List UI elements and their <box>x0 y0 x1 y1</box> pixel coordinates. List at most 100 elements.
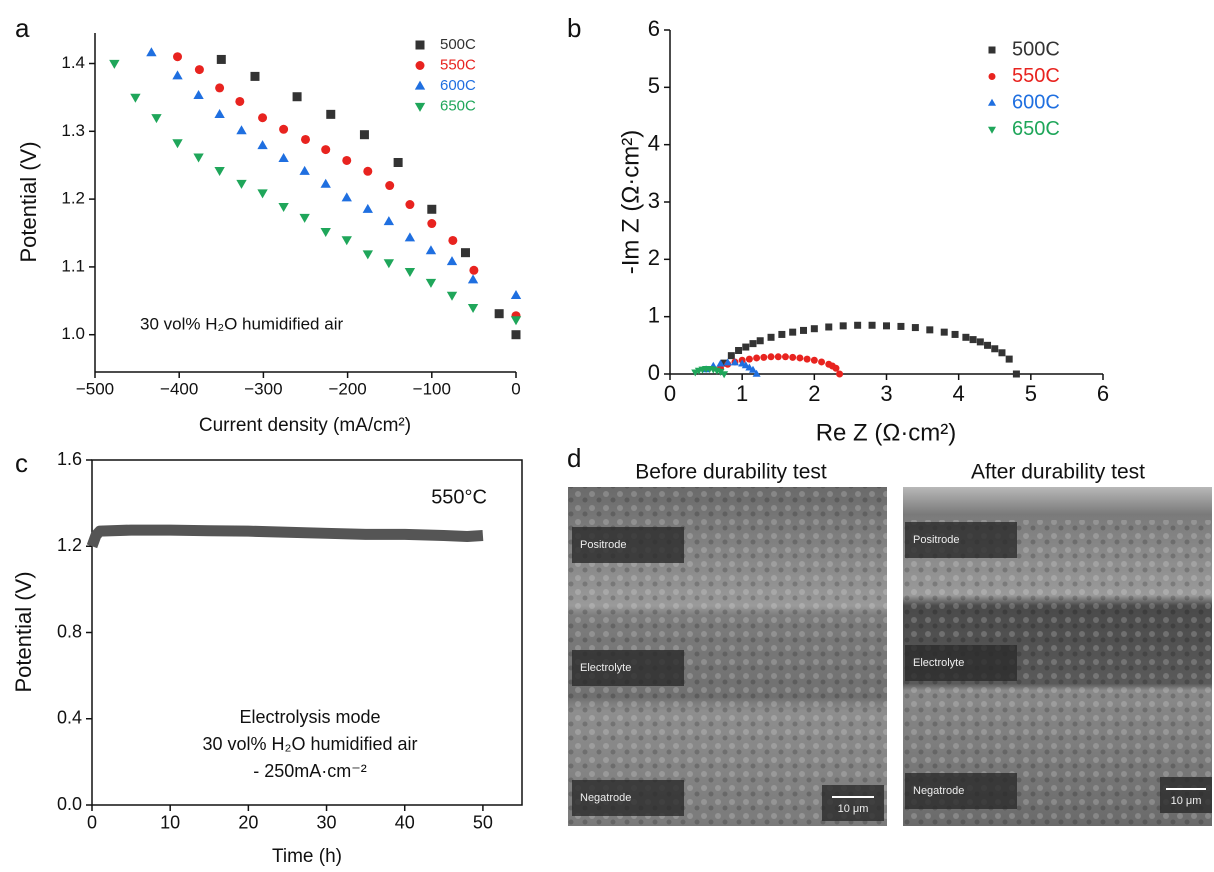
x-tick-label: 50 <box>473 813 493 833</box>
y-tick-label: 4 <box>648 130 660 155</box>
marker <box>727 352 735 360</box>
marker <box>749 340 757 348</box>
marker <box>753 354 761 362</box>
marker <box>467 274 479 284</box>
marker <box>151 114 162 124</box>
annotation: 30 vol% H₂O humidified air <box>202 734 417 754</box>
x-tick-label: 3 <box>880 381 892 406</box>
y-tick-label: 1 <box>648 302 660 327</box>
marker <box>194 65 204 75</box>
marker <box>511 330 521 340</box>
marker <box>359 130 369 140</box>
marker <box>940 328 948 336</box>
marker <box>951 330 959 338</box>
marker <box>383 259 395 269</box>
y-axis-label: -Im Z (Ω·cm²) <box>617 130 644 275</box>
image-title: After durability test <box>971 461 1145 484</box>
marker <box>405 200 415 210</box>
marker <box>510 316 522 326</box>
marker <box>342 155 352 165</box>
marker <box>216 54 226 64</box>
scale-label: 10 μm <box>838 803 869 815</box>
x-tick-label: −300 <box>244 380 282 399</box>
y-tick-label: 0.8 <box>57 621 82 641</box>
y-tick-label: 1.1 <box>61 256 85 275</box>
marker <box>320 228 331 238</box>
layer-label: Positrode <box>913 534 959 546</box>
scale-label: 10 μm <box>1171 795 1202 807</box>
marker <box>235 96 245 106</box>
marker <box>818 358 826 366</box>
marker <box>810 325 818 333</box>
marker <box>250 71 260 81</box>
marker <box>723 358 732 366</box>
marker <box>341 236 352 246</box>
marker <box>301 134 310 144</box>
x-tick-label: 30 <box>317 813 337 833</box>
layer-label: Electrolyte <box>913 657 964 669</box>
marker <box>730 358 739 366</box>
marker <box>969 336 977 344</box>
marker <box>446 291 458 301</box>
marker <box>299 165 310 175</box>
line <box>86 524 484 549</box>
legend-label: 600C <box>1012 91 1060 113</box>
marker <box>839 322 847 330</box>
marker <box>742 343 750 351</box>
marker <box>215 83 225 93</box>
x-tick-label: −200 <box>328 380 366 399</box>
marker <box>803 355 811 363</box>
marker <box>810 356 818 364</box>
marker <box>363 166 373 176</box>
y-axis-label: Potential (V) <box>11 571 36 692</box>
image-title: Before durability test <box>635 461 827 484</box>
marker <box>774 353 782 361</box>
marker <box>321 145 331 155</box>
marker <box>745 355 753 363</box>
marker <box>446 256 458 266</box>
marker <box>425 245 437 255</box>
marker <box>976 338 984 346</box>
legend-marker <box>414 80 426 90</box>
panel-letter: a <box>15 13 30 43</box>
marker <box>998 349 1006 357</box>
marker <box>427 204 437 214</box>
x-tick-label: 20 <box>238 813 258 833</box>
y-tick-label: 6 <box>648 16 660 41</box>
marker <box>469 265 479 275</box>
label-box <box>572 527 684 563</box>
scale-box <box>822 785 884 821</box>
marker <box>326 109 336 119</box>
x-axis-label: Re Z (Ω·cm²) <box>816 419 957 446</box>
marker <box>404 268 416 278</box>
x-tick-label: 0 <box>511 380 520 399</box>
panel-letter: c <box>15 448 28 478</box>
x-axis-label: Time (h) <box>272 846 342 867</box>
y-tick-label: 1.6 <box>57 449 82 469</box>
legend-label: 550C <box>1012 65 1060 87</box>
marker <box>109 59 120 69</box>
image-labels: Positrode Electrolyte Negatrode 10 μm Po… <box>572 522 1212 821</box>
x-tick-label: 0 <box>664 381 676 406</box>
marker <box>393 157 403 167</box>
legend-label: 550C <box>440 56 476 73</box>
y-tick-label: 1.2 <box>61 189 85 208</box>
marker <box>193 89 204 99</box>
marker <box>130 93 141 103</box>
marker <box>854 321 862 329</box>
label-box <box>572 650 684 686</box>
x-tick-label: 4 <box>953 381 965 406</box>
marker <box>778 330 786 338</box>
marker <box>320 178 331 188</box>
panel-letter: b <box>567 13 581 43</box>
marker <box>258 113 268 123</box>
label-box <box>905 522 1017 558</box>
marker <box>1005 355 1013 363</box>
marker <box>1012 370 1020 378</box>
marker <box>257 189 268 199</box>
legend-marker <box>988 46 996 54</box>
marker <box>292 92 302 102</box>
marker <box>720 359 728 367</box>
y-tick-label: 0 <box>648 360 660 385</box>
